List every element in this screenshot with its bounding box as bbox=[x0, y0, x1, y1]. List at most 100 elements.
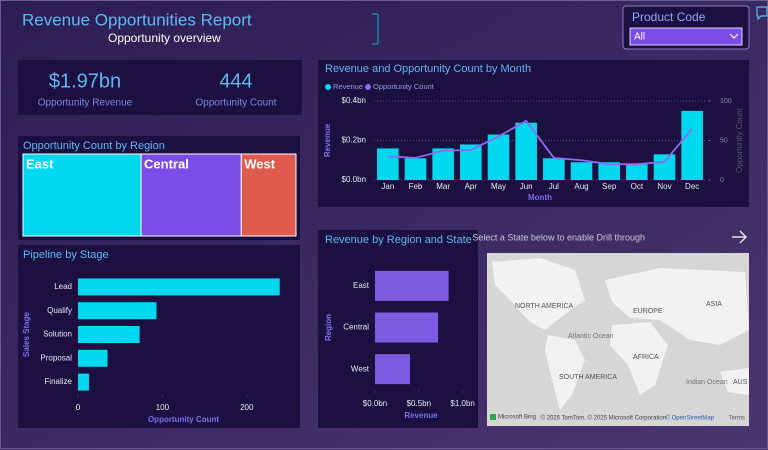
bar bbox=[78, 302, 157, 320]
x-tick-label: Oct bbox=[631, 182, 644, 191]
y-tick-label: Lead bbox=[54, 282, 72, 291]
map-logo: Microsoft Bing bbox=[498, 415, 536, 421]
y-tick-label: Qualify bbox=[47, 306, 72, 315]
map-land bbox=[492, 258, 585, 330]
bar bbox=[653, 154, 676, 180]
map-label: AFRICA bbox=[633, 354, 659, 361]
y-axis-label: Sales Stage bbox=[22, 311, 31, 356]
bar bbox=[460, 144, 482, 180]
map[interactable] bbox=[487, 253, 749, 426]
decoration bbox=[372, 13, 379, 45]
x-tick-label: Feb bbox=[409, 182, 423, 191]
map-osm[interactable]: © OpenStreetMap bbox=[666, 415, 715, 422]
treemap-tile bbox=[240, 153, 297, 237]
legend-label: Opportunity Count bbox=[373, 82, 435, 91]
slicer-label: Product Code bbox=[632, 10, 706, 24]
bar bbox=[626, 164, 648, 180]
map-label: Atlantic Ocean bbox=[568, 333, 614, 340]
x-tick-label: $0.5bn bbox=[407, 399, 431, 408]
legend-marker bbox=[325, 84, 331, 90]
x-tick-label: Aug bbox=[574, 182, 588, 191]
line bbox=[387, 119, 693, 166]
chart-title: Opportunity Count by Region bbox=[23, 140, 165, 152]
y2-tick-label: 0 bbox=[720, 177, 724, 184]
y2-tick-label: 50 bbox=[720, 137, 728, 144]
x-axis-label: Revenue bbox=[404, 411, 438, 420]
slicer-dropdown[interactable] bbox=[629, 27, 743, 46]
drill-hint: Select a State below to enable Drill thr… bbox=[472, 232, 645, 242]
bar bbox=[377, 148, 399, 180]
legend-label: Revenue bbox=[333, 82, 363, 91]
y2-tick-label: 100 bbox=[720, 98, 732, 105]
report-subtitle: Opportunity overview bbox=[108, 31, 221, 45]
map-land bbox=[720, 368, 749, 395]
x-tick-label: Jan bbox=[381, 182, 394, 191]
bar bbox=[78, 349, 108, 367]
treemap-tile bbox=[140, 153, 242, 237]
map-land bbox=[610, 322, 668, 395]
map-label: AUS bbox=[733, 379, 748, 386]
x-tick-label: 0 bbox=[76, 403, 81, 412]
bar bbox=[487, 134, 510, 180]
slicer-value[interactable]: All bbox=[634, 32, 645, 43]
map-land bbox=[605, 268, 749, 345]
treemap-label: Central bbox=[144, 156, 189, 171]
x-tick-label: $1.0bn bbox=[450, 399, 474, 408]
bar bbox=[78, 326, 140, 343]
bar bbox=[598, 162, 620, 180]
drill-arrow[interactable] bbox=[732, 230, 748, 244]
x-tick-label: Jul bbox=[549, 182, 559, 191]
kpi-value: 444 bbox=[219, 70, 252, 92]
map-logo-icon bbox=[490, 414, 496, 420]
kpi-label: Opportunity Count bbox=[195, 98, 276, 109]
y-tick-label: East bbox=[353, 281, 370, 290]
bar bbox=[681, 110, 703, 180]
chart-title: Revenue by Region and State bbox=[325, 234, 472, 246]
x-tick-label: Sep bbox=[602, 182, 617, 191]
y-tick-label: $0.0bn bbox=[342, 175, 366, 184]
y-axis-label: Region bbox=[324, 314, 333, 341]
kpi-value: $1.97bn bbox=[49, 70, 121, 92]
comment-icon[interactable] bbox=[756, 6, 768, 21]
y-tick-label: Proposal bbox=[40, 353, 72, 362]
report-title: Revenue Opportunities Report bbox=[22, 10, 252, 29]
bar bbox=[78, 373, 89, 391]
dropdown-chevron[interactable] bbox=[729, 33, 739, 39]
map-label: SOUTH AMERICA bbox=[559, 374, 617, 381]
kpi-panel bbox=[18, 60, 302, 115]
bar bbox=[515, 122, 537, 180]
map-attribution: © 2025 TomTom, © 2025 Microsoft Corporat… bbox=[541, 415, 666, 422]
map-land bbox=[545, 335, 585, 410]
bar bbox=[404, 158, 427, 180]
bar bbox=[375, 312, 439, 343]
treemap-tile bbox=[22, 153, 142, 237]
y-tick-label: $0.2bn bbox=[342, 136, 366, 145]
chart-panel bbox=[18, 245, 300, 428]
y-tick-label: Solution bbox=[43, 330, 72, 339]
x-tick-label: May bbox=[491, 182, 506, 191]
map-label: EUROPE bbox=[633, 308, 663, 315]
bar bbox=[543, 158, 565, 180]
y-tick-label: Finalize bbox=[44, 377, 72, 386]
treemap-label: West bbox=[244, 156, 275, 171]
bar bbox=[375, 270, 449, 301]
bar bbox=[432, 148, 454, 180]
y-tick-label: West bbox=[351, 364, 370, 373]
map-terms[interactable]: Terms bbox=[729, 416, 745, 422]
x-tick-label: 100 bbox=[156, 403, 170, 412]
x-tick-label: Dec bbox=[685, 182, 699, 191]
kpi-label: Opportunity Revenue bbox=[38, 98, 133, 109]
x-tick-label: Apr bbox=[465, 182, 478, 191]
map-label: ASIA bbox=[706, 301, 722, 308]
y2-axis-label: Opportunity Count bbox=[735, 107, 744, 173]
bar bbox=[78, 278, 280, 296]
chart-title: Revenue and Opportunity Count by Month bbox=[325, 63, 531, 75]
bar bbox=[375, 354, 411, 385]
y-tick-label: $0.4bn bbox=[342, 96, 366, 105]
map-label: Indian Ocean bbox=[686, 379, 728, 386]
x-tick-label: Mar bbox=[436, 182, 450, 191]
legend-marker bbox=[365, 84, 371, 90]
x-tick-label: 200 bbox=[240, 403, 254, 412]
